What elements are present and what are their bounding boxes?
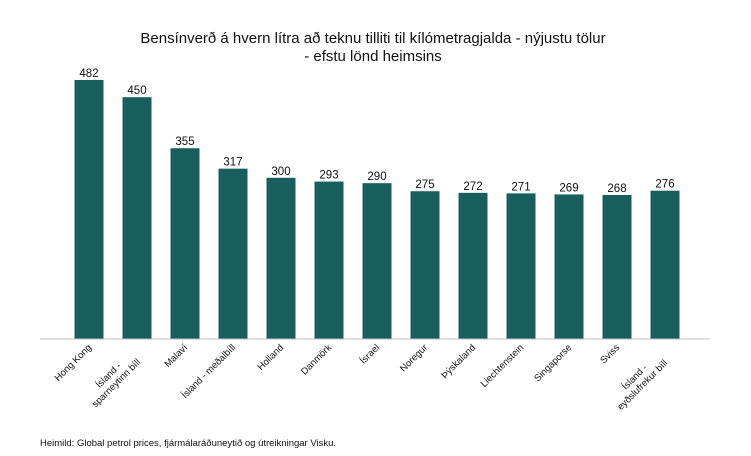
value-label: 268 bbox=[607, 183, 626, 195]
chart-title: Bensínverð á hvern lítra að teknu tillit… bbox=[140, 30, 605, 65]
tick-label: Ísland -sparneytinn bíll bbox=[82, 349, 143, 410]
bar bbox=[170, 148, 200, 339]
value-label: 290 bbox=[367, 171, 386, 183]
tick-label: Liechtenstein bbox=[479, 342, 526, 389]
tick-label: Sviss bbox=[598, 342, 622, 366]
tick-label: Holland bbox=[256, 342, 287, 373]
value-label: 293 bbox=[319, 170, 338, 182]
value-label: 450 bbox=[127, 85, 146, 97]
chart-title-line-2: - efstu lönd heimsins bbox=[304, 48, 442, 65]
tick-label: Hong Kong bbox=[53, 342, 94, 383]
tick-labels-group: Hong Kong Ísland -sparneytinn bíll Malaví Í… bbox=[53, 342, 670, 413]
tick-label: Danmörk bbox=[299, 342, 334, 377]
bar bbox=[314, 181, 344, 339]
bar bbox=[458, 192, 488, 339]
bar bbox=[122, 97, 152, 339]
value-label: 272 bbox=[463, 181, 482, 193]
value-label: 276 bbox=[655, 179, 674, 191]
value-label: 271 bbox=[511, 181, 530, 193]
bar bbox=[362, 183, 392, 339]
value-label: 275 bbox=[415, 179, 434, 191]
tick-label: Malaví bbox=[163, 342, 191, 370]
value-label: 269 bbox=[559, 182, 578, 194]
bar bbox=[74, 80, 104, 339]
value-label: 355 bbox=[175, 136, 194, 148]
tick-label: Noregur bbox=[398, 342, 430, 374]
chart-title-line-1: Bensínverð á hvern lítra að teknu tillit… bbox=[140, 30, 605, 47]
tick-label: Ísrael bbox=[358, 342, 382, 366]
bar bbox=[650, 190, 680, 339]
source-note: Heimild: Global petrol prices, fjármálar… bbox=[40, 438, 337, 449]
value-labels-group: 482 450 355 317 300 293 290 275 272 271 269 268 276 bbox=[79, 68, 674, 195]
bar bbox=[410, 191, 440, 339]
bar bbox=[554, 194, 584, 339]
tick-label: Singaporse bbox=[532, 342, 574, 384]
tick-label: Þýskaland bbox=[439, 342, 478, 381]
value-label: 317 bbox=[223, 157, 242, 169]
value-label: 482 bbox=[79, 68, 98, 80]
bar bbox=[266, 177, 296, 339]
bar bbox=[218, 168, 248, 339]
tick-label: Ísland -eyðslufrekur bíll bbox=[608, 350, 671, 413]
value-label: 300 bbox=[271, 166, 290, 178]
bar bbox=[602, 194, 632, 339]
bar bbox=[506, 193, 536, 339]
bars-group bbox=[74, 80, 680, 339]
